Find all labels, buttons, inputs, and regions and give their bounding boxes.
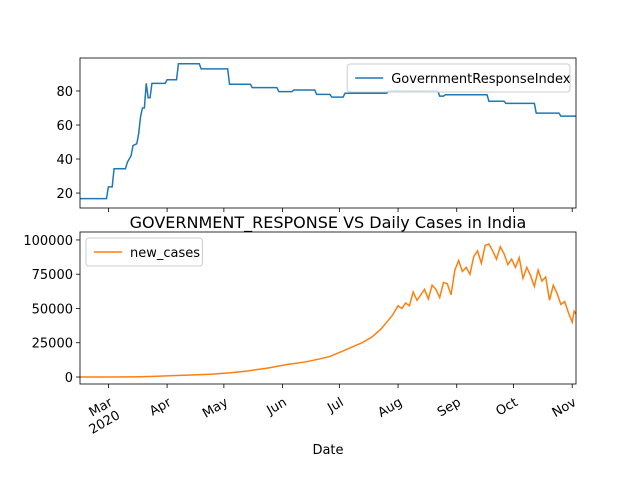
x-tick-label: Jul	[324, 395, 346, 416]
x-tick-label: Jun	[264, 395, 290, 419]
x-tick-label: Aug	[376, 395, 405, 421]
x-tick-label: Sep	[435, 395, 464, 420]
y-tick-label: 20	[56, 187, 73, 202]
x-axis-label: Date	[312, 443, 343, 458]
plot-frame	[79, 231, 577, 385]
x-tick-label: Nov	[550, 395, 580, 421]
legend-label: new_cases	[130, 246, 200, 261]
plot-frame	[79, 57, 577, 209]
y-tick-label: 50000	[32, 302, 73, 317]
y-tick-label: 0	[65, 371, 73, 386]
y-tick-label: 25000	[32, 337, 73, 352]
legend-label: GovernmentResponseIndex	[391, 72, 571, 87]
chart-title: GOVERNMENT_RESPONSE VS Daily Cases in In…	[130, 213, 527, 233]
data-line	[79, 243, 577, 378]
y-tick-label: 60	[56, 119, 73, 134]
y-tick-label: 100000	[23, 234, 73, 249]
y-tick-label: 80	[56, 85, 73, 100]
x-tick-label: May	[200, 395, 231, 422]
legend-box	[85, 237, 203, 267]
legend-box	[346, 63, 571, 93]
x-tick-label: Apr	[147, 395, 175, 420]
data-line	[80, 63, 576, 200]
x-tick-label: Mar2020	[79, 395, 123, 438]
x-tick-label: Oct	[494, 395, 521, 419]
y-tick-label: 40	[56, 153, 73, 168]
y-tick-label: 75000	[32, 268, 73, 283]
